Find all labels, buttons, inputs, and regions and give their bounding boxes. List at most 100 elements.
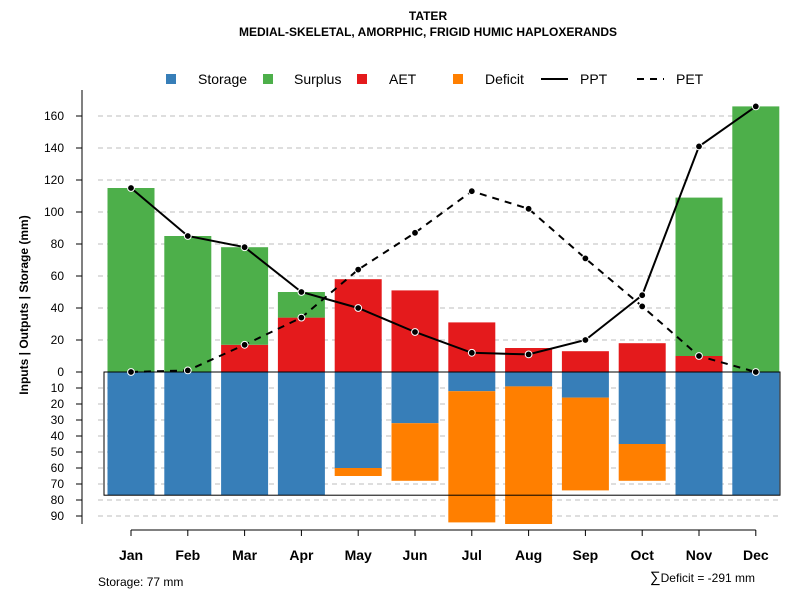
bar-surplus [221, 247, 269, 345]
y-tick-label: 90 [51, 509, 65, 523]
bars [103, 106, 781, 524]
x-tick-label: Oct [631, 547, 655, 563]
ppt-point [127, 184, 135, 192]
pet-point [127, 368, 135, 376]
bar-surplus [107, 188, 155, 372]
x-tick-label: Jul [462, 547, 482, 563]
x-tick-label: Mar [232, 547, 257, 563]
pet-point [183, 366, 192, 375]
legend-label-ppt: PPT [580, 71, 608, 87]
pet-point [240, 340, 249, 349]
bar-deficit [561, 397, 609, 491]
y-tick-label: 140 [44, 141, 64, 155]
bar-storage [561, 372, 609, 398]
x-tick-label: Jun [403, 547, 428, 563]
x-tick-label: May [345, 547, 372, 563]
pet-line [130, 190, 757, 373]
deficit-summary: ∑Deficit = -291 mm [650, 569, 755, 586]
bar-storage [107, 372, 155, 496]
y-tick-label: 10 [51, 381, 65, 395]
bar-deficit [448, 391, 496, 523]
pet-point [638, 302, 647, 311]
legend-swatch-deficit [453, 74, 463, 84]
bar-surplus [164, 236, 212, 372]
bar-aet [618, 343, 666, 372]
lines [127, 102, 760, 376]
x-tick-label: Jan [119, 547, 143, 563]
legend-swatch-surplus [263, 74, 273, 84]
y-tick-label: 40 [51, 301, 65, 315]
bar-deficit [618, 444, 666, 481]
bar-deficit [391, 423, 439, 481]
grid-lines [98, 115, 780, 517]
ppt-point [751, 102, 760, 111]
legend-swatch-aet [357, 74, 367, 84]
x-tick-label: Sep [573, 547, 599, 563]
pet-point [411, 228, 419, 237]
ppt-point [581, 336, 590, 344]
bar-storage [732, 372, 780, 496]
axes: 0 20 40 60 80 100 120 140 160 10 20 30 40 50 60 70 80 90 J… [44, 90, 769, 563]
bar-aet [221, 344, 269, 372]
ppt-point [467, 348, 476, 357]
ppt-point [411, 328, 419, 336]
y-tick-label: 100 [44, 205, 64, 219]
bar-surplus [732, 106, 780, 373]
bar-storage [675, 372, 723, 496]
x-tick-label: Aug [515, 547, 542, 563]
pet-point [467, 187, 476, 196]
ppt-point [638, 291, 647, 300]
pet-point [751, 368, 760, 376]
pet-point [524, 204, 533, 213]
legend-label-deficit: Deficit [485, 71, 524, 87]
bar-aet [334, 279, 382, 372]
y-tick-label: 70 [51, 477, 65, 491]
ppt-point [524, 350, 533, 359]
legend-label-pet: PET [676, 71, 704, 87]
x-tick-label: Dec [743, 547, 769, 563]
legend-label-surplus: Surplus [294, 71, 341, 87]
chart-title: TATER [409, 9, 448, 23]
bar-storage [618, 372, 666, 444]
ppt-line [130, 105, 757, 356]
x-tick-label: Feb [175, 547, 200, 563]
legend: Storage Surplus AET Deficit PPT PET [166, 71, 704, 87]
bar-storage [334, 372, 382, 468]
ppt-point [297, 288, 306, 296]
y-tick-label: 30 [51, 413, 65, 427]
ppt-point [695, 142, 703, 151]
y-tick-label: 0 [57, 365, 64, 379]
y-axis-label: Inputs | Outputs | Storage (mm) [17, 215, 31, 394]
ppt-point [354, 304, 363, 312]
pet-point [695, 352, 703, 360]
legend-label-storage: Storage [198, 71, 247, 87]
x-tick-label: Nov [686, 547, 713, 563]
y-tick-label: 120 [44, 173, 64, 187]
pet-point [354, 265, 363, 274]
y-tick-label: 160 [44, 109, 64, 123]
x-tick-label: Apr [289, 547, 314, 563]
pet-point [581, 254, 590, 263]
bar-storage [221, 372, 269, 496]
legend-label-aet: AET [389, 71, 417, 87]
bar-deficit [334, 468, 382, 476]
pet-point [297, 313, 306, 322]
y-tick-label: 50 [51, 445, 65, 459]
bar-storage [391, 372, 439, 424]
y-tick-label: 80 [51, 237, 65, 251]
y-tick-label: 60 [51, 269, 65, 283]
ppt-point [183, 232, 192, 240]
legend-swatch-storage [166, 74, 176, 84]
bar-deficit [505, 386, 553, 524]
bar-storage [164, 372, 212, 496]
ppt-point [240, 243, 249, 252]
y-tick-label: 80 [51, 493, 65, 507]
sum-symbol: ∑ [650, 569, 661, 586]
y-tick-label: 20 [51, 397, 65, 411]
storage-summary: Storage: 77 mm [98, 575, 183, 589]
bar-storage [448, 372, 496, 392]
y-tick-label: 60 [51, 461, 65, 475]
bar-storage [277, 372, 325, 496]
bar-surplus [675, 197, 723, 356]
